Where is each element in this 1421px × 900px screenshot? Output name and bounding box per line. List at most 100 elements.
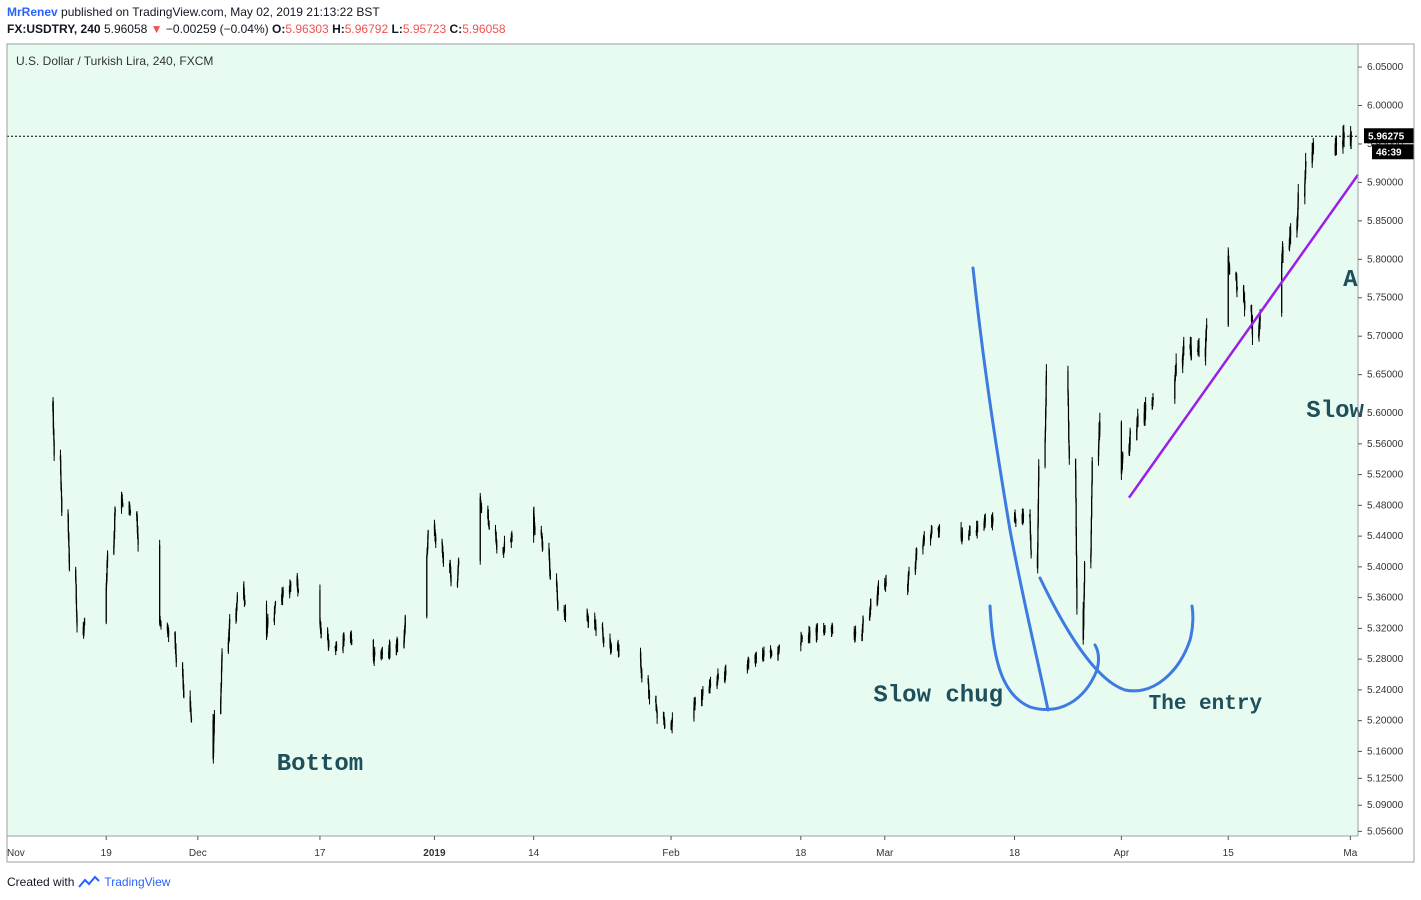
time-tick-label: Mar	[876, 848, 894, 859]
annotations: Bottom Slow chug The entry Slow A	[7, 135, 1365, 778]
candle-body	[114, 509, 116, 513]
candle-body	[961, 533, 964, 539]
time-tick-label: Apr	[1114, 848, 1130, 859]
candle-body	[265, 604, 268, 636]
candle-body	[1305, 161, 1307, 164]
candle-body	[1068, 446, 1070, 459]
chart-plot-area[interactable]	[7, 44, 1358, 836]
time-tick-label: 18	[795, 848, 807, 859]
candle-body	[213, 713, 216, 720]
candle-body	[549, 562, 551, 571]
candle-body	[1236, 275, 1238, 287]
time-tick-label: 19	[101, 848, 113, 859]
candle-body	[220, 688, 222, 700]
time-tick-label: Feb	[662, 848, 680, 859]
candle-body	[1343, 132, 1345, 139]
candle-body	[610, 645, 612, 651]
candle-body	[1228, 266, 1231, 274]
candle-body	[480, 506, 483, 510]
candle-body	[1198, 346, 1200, 348]
candle-body	[479, 497, 481, 561]
time-tick-label: 17	[314, 848, 326, 859]
price-tick-label: 6.00000	[1367, 101, 1404, 112]
candle-body	[122, 504, 124, 506]
candle-body	[487, 515, 489, 525]
candle-body	[53, 440, 55, 456]
publish-line: MrRenev published on TradingView.com, Ma…	[7, 5, 380, 19]
candle-body	[564, 611, 567, 617]
candle-body	[1099, 422, 1101, 430]
time-tick-label: 18	[1009, 848, 1021, 859]
candle-body	[908, 571, 910, 575]
candle-body	[159, 544, 161, 623]
candle-body	[457, 574, 459, 580]
candles	[52, 124, 1352, 764]
candle-body	[297, 590, 299, 593]
candle-body	[1044, 429, 1046, 439]
candle-body	[503, 541, 506, 549]
candle-body	[457, 564, 459, 568]
chart-title: U.S. Dollar / Turkish Lira, 240, FXCM	[16, 54, 213, 68]
candle-body	[60, 489, 63, 500]
candle-body	[374, 652, 376, 655]
candle-body	[61, 499, 63, 513]
candle-body	[1312, 147, 1315, 149]
candle-body	[105, 587, 107, 623]
candle-body	[427, 530, 429, 535]
candle-body	[335, 643, 338, 649]
candle-body	[213, 733, 215, 740]
price-tick-label: 5.65000	[1367, 370, 1404, 381]
candle-body	[1259, 313, 1261, 322]
candle-body	[977, 525, 979, 527]
candle-body	[1206, 325, 1208, 328]
price-tick-label: 5.60000	[1367, 408, 1404, 419]
candle-body	[587, 619, 590, 624]
candle-body	[75, 599, 78, 612]
candle-body	[1335, 142, 1338, 146]
candle-body	[343, 638, 345, 641]
price-tick-label: 5.05600	[1367, 826, 1404, 837]
candle-body	[189, 696, 191, 707]
candle-body	[771, 651, 773, 656]
candle-body	[136, 517, 138, 528]
low-label: L:	[391, 22, 403, 36]
candle-body	[320, 622, 322, 630]
candle-body	[1067, 371, 1069, 393]
candle-body	[618, 648, 620, 652]
candle-body	[922, 545, 924, 550]
countdown-tag-text: 46:39	[1376, 147, 1402, 158]
candle-body	[1190, 345, 1192, 351]
candle-body	[1083, 596, 1085, 608]
candle-body	[1227, 255, 1229, 326]
candle-body	[351, 640, 353, 641]
candle-body	[159, 621, 162, 624]
candle-body	[67, 517, 69, 533]
candle-body	[1076, 584, 1078, 609]
candle-body	[441, 541, 443, 544]
candle-body	[190, 719, 193, 721]
candle-body	[229, 619, 231, 624]
time-tick-label: Nov	[7, 848, 25, 859]
candle-body	[1258, 321, 1261, 328]
candle-body	[992, 518, 994, 522]
price-tick-label: 5.80000	[1367, 254, 1404, 265]
price-tick-label: 5.16000	[1367, 746, 1404, 757]
price-axis[interactable]: 6.050006.000005.950005.900005.850005.800…	[1357, 44, 1414, 837]
candle-body	[1068, 421, 1070, 441]
candle-body	[213, 739, 215, 754]
change-arrow-icon: ▼	[150, 22, 163, 36]
time-axis[interactable]: Nov 19 Dec 17 2019 14 Feb 18 Mar 18 Apr 15 Ma	[6, 835, 1358, 859]
candle-body	[1037, 547, 1039, 568]
candle-body	[754, 655, 757, 663]
price-tick-label: 6.05000	[1367, 62, 1404, 73]
candle-body	[389, 648, 391, 652]
candle-body	[824, 627, 826, 629]
time-tick-label: 14	[528, 848, 540, 859]
candle-body	[862, 619, 864, 622]
candle-body	[68, 537, 70, 547]
tradingview-brand[interactable]: TradingView	[104, 875, 171, 889]
author-link[interactable]: MrRenev	[7, 5, 58, 19]
candle-body	[1228, 261, 1230, 266]
symbol: FX:USDTRY, 240	[7, 22, 101, 36]
